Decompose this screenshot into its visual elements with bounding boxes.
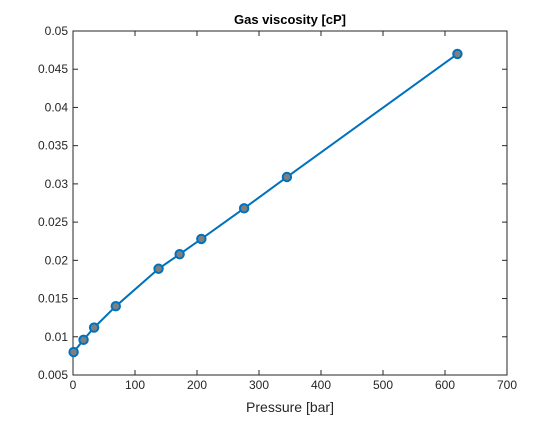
x-tick-label: 200 xyxy=(187,378,207,392)
y-tick-label: 0.035 xyxy=(38,139,68,153)
x-tick-label: 700 xyxy=(497,378,517,392)
y-tick-label: 0.005 xyxy=(38,368,68,382)
data-point xyxy=(238,203,250,214)
y-tick-label: 0.04 xyxy=(45,100,69,114)
chart-title: Gas viscosity [cP] xyxy=(234,12,346,27)
data-point xyxy=(281,171,293,183)
y-tick-label: 0.015 xyxy=(38,292,68,306)
series-line xyxy=(72,52,459,354)
x-tick-label: 400 xyxy=(311,378,331,392)
axes-frame xyxy=(72,30,508,376)
data-point xyxy=(153,263,164,274)
series-markers-group xyxy=(68,48,463,358)
x-tick-label: 500 xyxy=(373,378,393,392)
data-point xyxy=(110,301,121,312)
y-tick-label: 0.05 xyxy=(45,24,69,38)
x-tick-label: 600 xyxy=(435,378,455,392)
x-tick-label: 0 xyxy=(70,378,77,392)
x-tick-label: 300 xyxy=(249,378,269,392)
data-point xyxy=(88,322,100,333)
plot-area xyxy=(73,31,507,375)
data-point xyxy=(78,334,89,346)
y-tick-label: 0.025 xyxy=(38,215,68,229)
y-tick-label: 0.02 xyxy=(45,253,69,267)
y-axis-ticks: 0.005 0.01 0.015 0.02 0.025 0.03 0.035 0.04 0.04… xyxy=(38,24,507,382)
x-tick-label: 100 xyxy=(125,378,145,392)
y-tick-label: 0.045 xyxy=(38,62,68,76)
axes-box xyxy=(72,30,508,376)
data-point xyxy=(196,233,207,245)
y-tick-label: 0.03 xyxy=(45,177,69,191)
series-line-group xyxy=(72,52,459,354)
x-axis-ticks: 0 100 200 300 400 500 600 700 xyxy=(70,31,517,392)
x-axis-label: Pressure [bar] xyxy=(246,399,334,415)
data-point xyxy=(452,48,463,60)
data-point xyxy=(174,249,185,260)
data-point xyxy=(68,346,79,358)
y-tick-label: 0.01 xyxy=(45,330,69,344)
